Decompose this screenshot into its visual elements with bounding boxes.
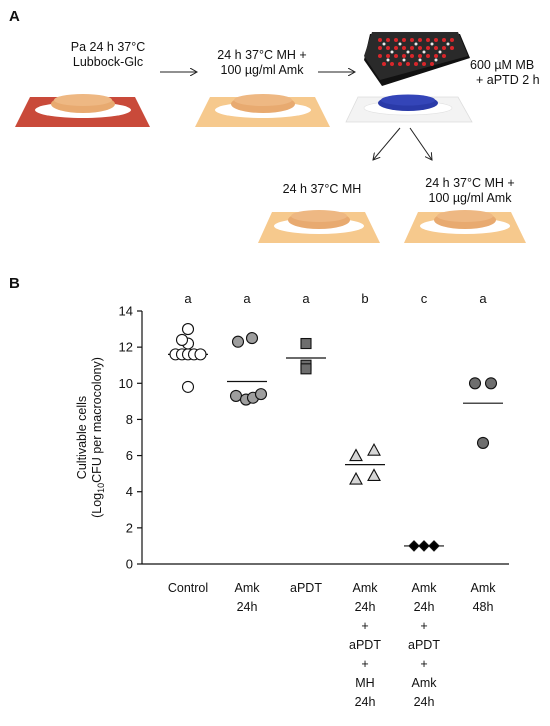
x-category-label: Amk — [471, 581, 497, 595]
x-category-label: + — [361, 619, 368, 633]
step1-label: Pa 24 h 37°C Lubbock-Glc — [70, 40, 146, 69]
panel-b-label: B — [9, 275, 20, 292]
step3-label: 600 µM MB + aPTD 2 h — [470, 58, 540, 87]
step2-label: 24 h 37°C MH +100 µg/ml Amk — [217, 48, 307, 77]
plate-mh — [258, 210, 380, 243]
x-category-label: Amk — [412, 676, 438, 690]
arrow-4 — [409, 127, 432, 160]
y-tick-label: 6 — [126, 448, 133, 463]
data-point — [484, 377, 498, 390]
x-category-label: MH — [355, 676, 374, 690]
plate-mh-amk — [195, 94, 330, 127]
workflow-diagram — [15, 32, 526, 243]
plate-mh-amk-2 — [404, 210, 526, 243]
data-point — [254, 388, 268, 401]
x-category-label: 48h — [473, 600, 494, 614]
data-point — [349, 471, 363, 485]
branch-left-label: 24 h 37°C MH — [282, 182, 362, 196]
data-point — [231, 335, 245, 348]
x-category-label: Control — [168, 581, 208, 595]
x-category-label: aPDT — [349, 638, 381, 652]
plate-lubbock — [15, 94, 150, 127]
x-category-label: 24h — [414, 695, 435, 709]
data-point — [468, 377, 482, 390]
data-point — [349, 448, 363, 462]
y-tick-label: 14 — [119, 304, 133, 319]
x-category-label: Amk — [235, 581, 261, 595]
data-point — [175, 333, 189, 346]
x-category-label: 24h — [355, 695, 376, 709]
y-tick-label: 2 — [126, 520, 133, 535]
x-category-label: + — [420, 657, 427, 671]
y-tick-label: 0 — [126, 557, 133, 572]
x-category-label: + — [420, 619, 427, 633]
y-axis-title: Cultivable cells — [75, 396, 89, 479]
x-category-label: aPDT — [408, 638, 440, 652]
data-point — [300, 337, 312, 350]
plate-mb — [345, 94, 473, 123]
x-category-label: Amk — [353, 581, 379, 595]
x-category-label: Amk — [412, 581, 438, 595]
data-point — [245, 332, 259, 345]
y-tick-label: 8 — [126, 412, 133, 427]
significance-letter: a — [243, 291, 251, 306]
x-category-label: + — [361, 657, 368, 671]
data-point — [367, 468, 381, 482]
data-point — [428, 540, 440, 552]
y-tick-label: 12 — [119, 340, 133, 355]
data-point — [181, 323, 195, 336]
x-category-label: 24h — [355, 600, 376, 614]
significance-letter: c — [421, 291, 428, 306]
branch-right-label: 24 h 37°C MH +100 µg/ml Amk — [425, 176, 515, 205]
x-category-label: aPDT — [290, 581, 322, 595]
data-point — [300, 363, 312, 375]
data-point — [181, 380, 195, 393]
y-tick-label: 4 — [126, 484, 133, 499]
significance-letter: a — [479, 291, 487, 306]
data-point — [476, 436, 490, 449]
arrow-3 — [373, 127, 401, 160]
significance-letter: a — [302, 291, 310, 306]
data-point — [408, 540, 420, 552]
y-tick-label: 10 — [119, 376, 133, 391]
data-point — [229, 389, 243, 402]
data-point — [367, 443, 381, 456]
y-axis-subtitle: (Log10CFU per macrocolony) — [90, 357, 106, 518]
x-category-label: 24h — [237, 600, 258, 614]
significance-letter: a — [184, 291, 192, 306]
significance-letter: b — [361, 291, 368, 306]
x-category-label: 24h — [414, 600, 435, 614]
data-point — [194, 348, 207, 361]
panel-a-label: A — [9, 8, 20, 25]
led-array-icon — [364, 32, 470, 86]
data-point — [418, 540, 430, 552]
